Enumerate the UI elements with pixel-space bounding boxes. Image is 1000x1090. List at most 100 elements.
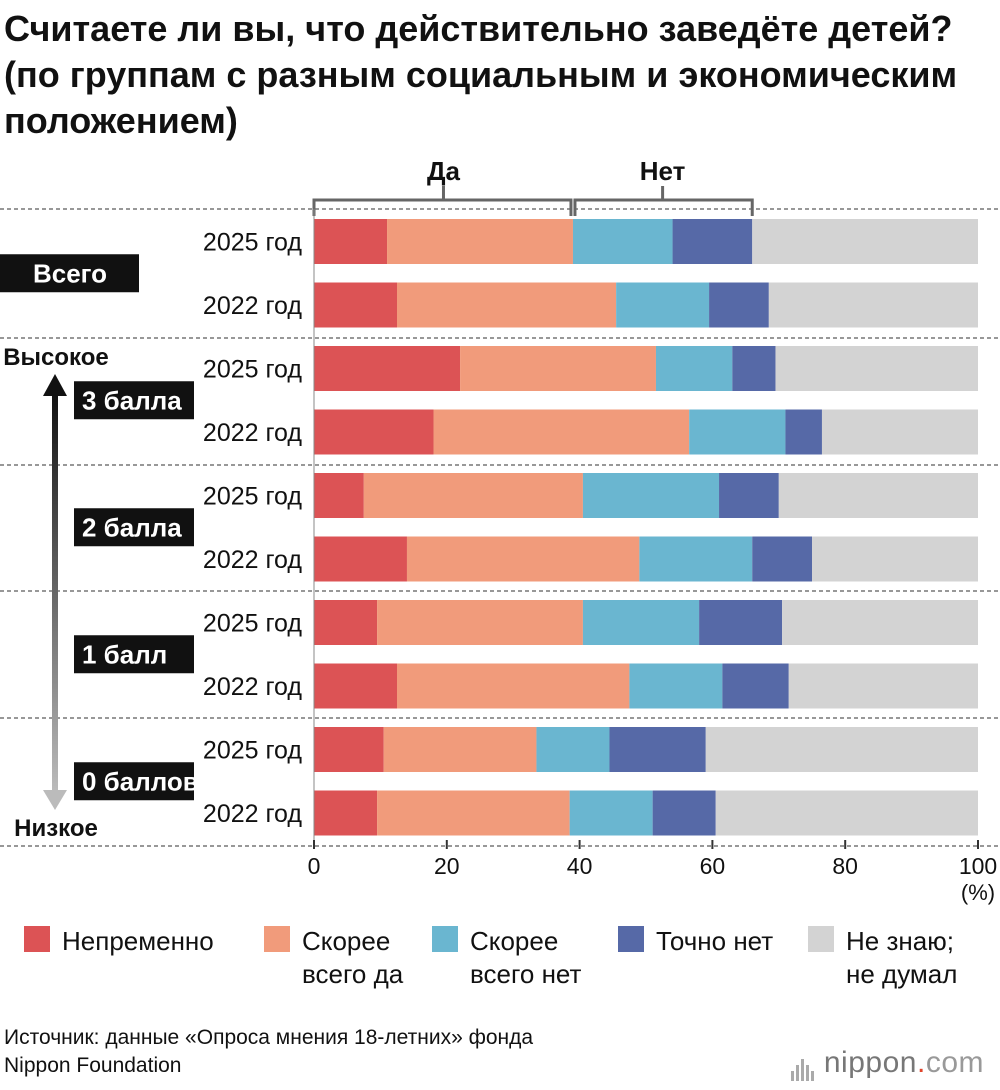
arrow-up-icon [43,374,67,396]
legend-swatch [432,926,458,952]
bar-segment [652,790,716,836]
year-label: 2025 год [203,737,302,765]
bar-segment [582,473,720,518]
bar-segment [377,600,583,645]
logo-name: nippon [823,1046,917,1079]
legend-label: Скорее [302,926,390,956]
legend-label: Скорее [470,926,558,956]
year-label: 2022 год [203,419,302,447]
yes-bracket [312,198,573,216]
bar-segment [788,663,978,709]
group-label: 2 балла [82,512,182,542]
x-tick-label: 60 [700,853,726,879]
bar-segment [582,600,700,645]
x-axis-unit: (%) [961,880,995,905]
scale-top-label: Высокое [3,344,109,371]
logo-dot: . [916,1046,926,1079]
bar-segment [433,409,690,455]
bar-segment [314,536,407,582]
legend-label: не думал [846,959,957,989]
bar-segment [715,790,978,836]
bar-segment [629,663,723,709]
bar-segment [775,346,978,391]
logo-tld: com [925,1046,984,1079]
year-label: 2025 год [203,356,302,384]
bar-segment [572,219,673,264]
bar-segment [383,727,537,772]
bar-segment [752,536,812,582]
source-note: Источник: данные «Опроса мнения 18-летни… [4,1024,704,1080]
bar-segment [609,727,706,772]
year-label: 2025 год [203,610,302,638]
group-label-box [74,635,194,674]
bar-segment [377,790,570,836]
bar-segment [655,346,733,391]
chart-title: Считаете ли вы, что действительно заведё… [4,8,958,141]
bar-segment [705,727,978,772]
bracket-label-yes: Да [427,156,461,186]
bar-segment [314,473,364,518]
bar-segment [672,219,753,264]
bar-segment [812,536,978,582]
legend-swatch [618,926,644,952]
group-label: Всего [33,258,107,288]
scale-bottom-label: Низкое [14,815,98,842]
legend-swatch [264,926,290,952]
legend-swatch [808,926,834,952]
bar-segment [460,346,656,391]
year-label: 2022 год [203,546,302,574]
year-label: 2025 год [203,229,302,257]
bar-segment [709,282,769,328]
year-label: 2022 год [203,800,302,828]
bar-segment [821,409,978,455]
bar-segment [732,346,776,391]
legend-label: всего нет [470,959,582,989]
group-label: 1 балл [82,639,167,669]
bar-segment [569,790,653,836]
legend-label: Непременно [62,926,214,956]
bar-segment [768,282,978,328]
year-label: 2022 год [203,673,302,701]
bracket-label-no: Нет [640,156,686,186]
bar-segment [397,282,617,328]
bar-segment [314,790,378,836]
bar-segment [719,473,779,518]
bar-segment [314,600,378,645]
legend-label: Не знаю; [846,926,954,956]
no-bracket [573,198,754,216]
source-line-2: Nippon Foundation [4,1054,182,1077]
year-label: 2022 год [203,292,302,320]
x-tick-label: 0 [308,853,321,879]
x-tick-label: 100 [959,853,997,879]
legend-label: Точно нет [656,926,773,956]
bar-segment [722,663,789,709]
group-label: 3 балла [82,385,182,415]
arrow-down-icon [43,790,67,810]
x-tick-label: 40 [567,853,593,879]
source-line-1: Источник: данные «Опроса мнения 18-летни… [4,1026,534,1049]
bar-segment [387,219,573,264]
group-label-box [74,762,194,801]
nippon-logo: nippon.com [790,1046,984,1082]
bar-segment [363,473,583,518]
bar-segment [782,600,978,645]
bar-segment [689,409,786,455]
group-label-box [74,381,194,420]
bar-segment [397,663,630,709]
bar-segment [314,727,384,772]
stacked-bar-chart: 2025 год 2022 год Всего 2025 год 2022 год 3 б… [0,156,1000,989]
scale-arrow-shaft [52,392,58,792]
bar-segment [314,663,397,709]
bar-segment [778,473,978,518]
bar-segment [699,600,783,645]
bar-segment [406,536,640,582]
year-label: 2025 год [203,483,302,511]
bar-segment [785,409,822,455]
bar-segment [314,282,397,328]
legend-swatch [24,926,50,952]
group-label-box [74,508,194,547]
bar-segment [752,219,978,264]
group-label-box [0,254,139,293]
bar-segment [314,346,461,391]
legend-label: всего да [302,959,404,989]
